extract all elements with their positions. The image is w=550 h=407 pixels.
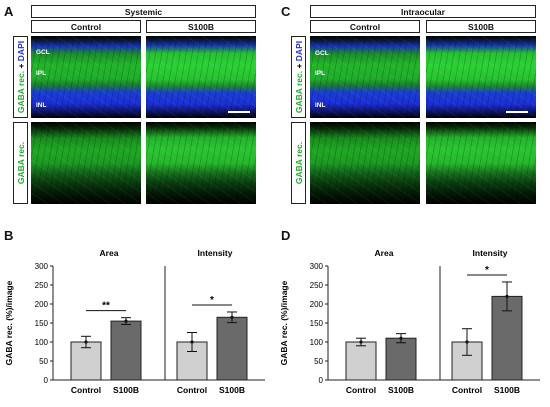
panel-letter-b: B [4,228,14,243]
category-label: S100B [219,385,245,395]
significance-marker: ** [102,301,110,312]
micrograph-a-s100b-merge [146,36,256,118]
panel-letter-a: A [4,4,14,19]
layer-label-gcl: GCL [315,50,329,57]
scale-bar [506,111,528,113]
micrograph-c-control-gaba [310,122,420,204]
bar [110,320,142,381]
bar [345,341,377,381]
panel-a-row-label-gaba: GABA rec. [13,122,28,204]
y-tick-label: 0 [319,376,324,385]
category-label: Control [452,385,482,395]
y-tick-label: 50 [314,357,323,366]
panel-letter-d: D [281,228,291,243]
bar [491,295,523,381]
y-axis-label: GABA rec. (%)/image [279,280,289,365]
category-label: Control [177,385,207,395]
y-tick-label: 100 [35,338,49,347]
mean-point [124,319,128,323]
category-label: Control [346,385,376,395]
layer-label-ipl: IPL [36,70,47,77]
y-tick-label: 200 [310,300,324,309]
y-tick-label: 50 [39,357,48,366]
panel-a-col-s100b: S100B [146,20,256,33]
panel-letter-c: C [281,4,291,19]
mean-point [505,294,509,298]
y-tick-label: 150 [35,319,49,328]
mean-point [465,340,469,344]
mean-point [359,340,363,344]
group-title: Intensity [198,248,233,258]
category-label: S100B [388,385,414,395]
panel-c-row-label-merge: GABA rec. + DAPI [291,36,306,118]
panel-c-col-control: Control [310,20,420,33]
micrograph-c-s100b-gaba [426,122,536,204]
y-tick-label: 300 [35,262,49,271]
y-tick-label: 300 [310,262,324,271]
category-label: Control [71,385,101,395]
y-tick-label: 250 [35,281,49,290]
group-title: Area [375,248,394,258]
y-tick-label: 150 [310,319,324,328]
group-title: Intensity [473,248,508,258]
layer-label-ipl: IPL [315,70,326,77]
bar [216,316,248,381]
mean-point [230,315,234,319]
y-tick-label: 0 [44,376,49,385]
mean-point [190,340,194,344]
panel-c-title: Intraocular [310,5,536,18]
chart-d: GABA rec. (%)/image 0 50 100 150 200 250 300 Are… [279,248,540,395]
micrograph-c-control-merge: GCL IPL INL [310,36,420,118]
mean-point [399,336,403,340]
layer-label-inl: INL [315,102,326,109]
panel-a-title: Systemic [31,5,256,18]
micrograph-a-control-gaba [31,122,141,204]
y-tick-label: 200 [35,300,49,309]
layer-label-gcl: GCL [36,49,50,56]
group-title: Area [100,248,119,258]
category-label: S100B [113,385,139,395]
chart-b: GABA rec. (%)/image 0 50 100 150 200 250 300 Are… [4,248,265,395]
micrograph-a-s100b-gaba [146,122,256,204]
micrograph-c-s100b-merge [426,36,536,118]
panel-a-row-label-merge: GABA rec. + DAPI [13,36,28,118]
layer-label-inl: INL [36,102,47,109]
y-tick-label: 250 [310,281,324,290]
panel-c-row-label-gaba: GABA rec. [291,122,306,204]
micrograph-a-control-merge: GCL IPL INL [31,36,141,118]
significance-marker: * [485,265,489,276]
mean-point [84,340,88,344]
panel-c-col-s100b: S100B [426,20,536,33]
y-axis-label: GABA rec. (%)/image [4,280,14,365]
panel-a-col-control: Control [31,20,141,33]
bar [70,341,102,381]
y-tick-label: 100 [310,338,324,347]
bar [385,337,417,381]
category-label: S100B [494,385,520,395]
scale-bar [228,111,250,113]
significance-marker: * [210,295,214,306]
